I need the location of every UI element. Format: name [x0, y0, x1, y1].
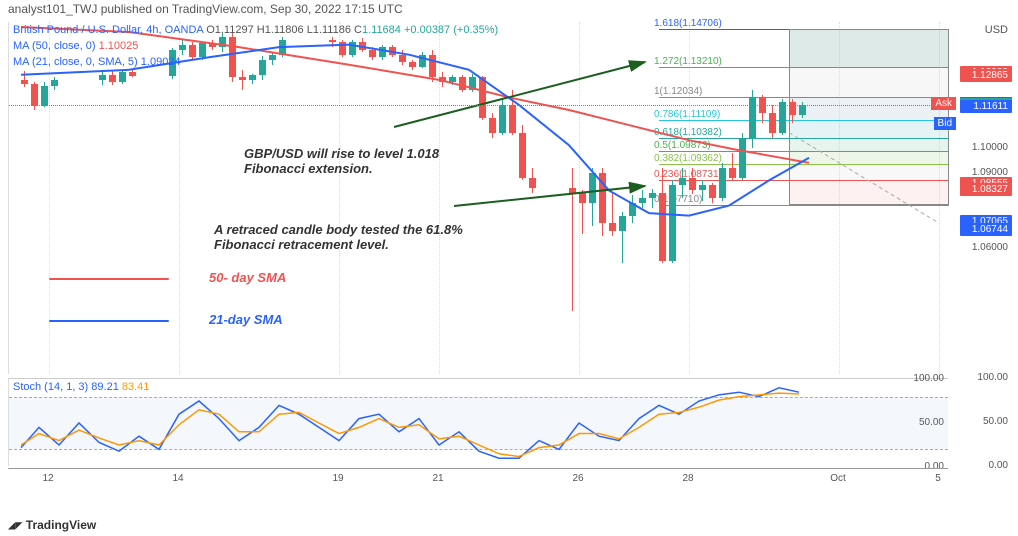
main-chart[interactable]: 1.618(1.14706)1.272(1.13210)1(1.12034)0.…: [8, 22, 948, 374]
price-scale[interactable]: USD 1.100001.090001.060001.129801.128651…: [950, 22, 1012, 466]
sma-legend-label: 50- day SMA: [209, 270, 286, 285]
fib-level-label: 1(1.12034): [654, 86, 702, 97]
fib-level-label: 0.786(1.11109): [654, 109, 720, 120]
sma-legend-label: 21-day SMA: [209, 312, 283, 327]
xaxis-tick: 28: [682, 473, 693, 484]
xaxis-tick: 14: [172, 473, 183, 484]
price-tick: 1.06000: [972, 242, 1008, 253]
price-scale-label: USD: [985, 24, 1008, 36]
x-axis: 12 14 19 21 26 28 Oct 5: [8, 468, 948, 488]
chart-annotation: GBP/USD will rise to level 1.018Fibonacc…: [244, 146, 439, 176]
ask-label: Ask: [931, 97, 956, 110]
stoch-label: Stoch (14, 1, 3) 89.21 83.41: [13, 381, 149, 393]
xaxis-tick: 21: [432, 473, 443, 484]
fib-level-label: 0.236(1.08731): [654, 169, 722, 180]
publish-info: analyst101_TWJ published on TradingView.…: [8, 2, 403, 20]
pair-title[interactable]: British Pound / U.S. Dollar, 4h, OANDA: [13, 24, 203, 36]
xaxis-tick: 5: [935, 473, 941, 484]
price-tick: 1.10000: [972, 142, 1008, 153]
xaxis-tick: 12: [42, 473, 53, 484]
fib-level-label: 0.5(1.09873): [654, 140, 711, 151]
price-tag: 1.11611: [960, 100, 1012, 113]
price-tag: 1.06744: [960, 223, 1012, 236]
xaxis-tick: 26: [572, 473, 583, 484]
fib-level-label: 0.618(1.10382): [654, 127, 722, 138]
tradingview-logo: ◢◤ TradingView: [8, 518, 96, 532]
xaxis-tick: 19: [332, 473, 343, 484]
fib-level-label: 1.618(1.14706): [654, 18, 722, 29]
xaxis-tick: Oct: [830, 473, 846, 484]
price-tag: 1.12865: [960, 69, 1012, 82]
bid-label: Bid: [934, 117, 956, 130]
chart-annotation: A retraced candle body tested the 61.8%F…: [214, 222, 463, 252]
price-tag: 1.08327: [960, 183, 1012, 196]
stoch-panel[interactable]: 100.0050.000.00Stoch (14, 1, 3) 89.21 83…: [8, 378, 948, 466]
fib-level-label: 1.272(1.13210): [654, 56, 722, 67]
fib-level-label: 0.382(1.09362): [654, 153, 722, 164]
